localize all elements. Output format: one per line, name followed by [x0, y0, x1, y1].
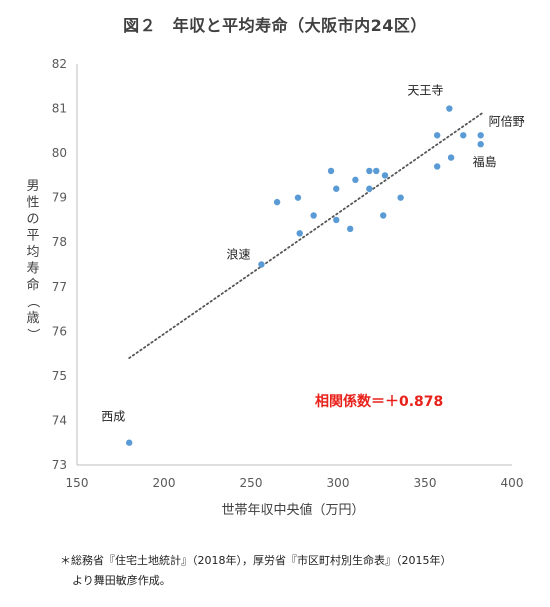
y-tick-label: 78 — [52, 235, 67, 249]
y-axis-label-char: 均 — [26, 245, 39, 260]
data-point — [366, 185, 373, 192]
y-tick-label: 77 — [52, 280, 67, 294]
y-tick-label: 80 — [52, 146, 67, 160]
data-point — [397, 194, 404, 201]
data-point — [327, 167, 335, 175]
footnote-author: より舞田敏彦作成。 — [72, 574, 171, 587]
data-point — [310, 212, 317, 219]
trendline — [128, 112, 484, 359]
y-axis-label-char: （ — [25, 295, 40, 308]
x-tick-label: 400 — [501, 476, 524, 490]
data-point — [381, 172, 389, 179]
data-point — [447, 154, 455, 161]
y-tick-label: 73 — [52, 458, 67, 472]
point-label: 福島 — [473, 154, 497, 169]
data-point — [433, 163, 441, 170]
data-point — [380, 212, 387, 219]
data-point — [373, 167, 380, 175]
trendline-layer — [128, 112, 484, 359]
point-label: 浪速 — [226, 247, 250, 262]
data-points — [126, 105, 484, 446]
y-tick-label: 76 — [52, 324, 67, 338]
tick-labels: 73 74 75 76 77 78 79 80 81 82 150 200 250 300 350 400 — [52, 57, 524, 490]
data-point — [346, 225, 354, 233]
data-point — [333, 216, 340, 224]
data-point — [352, 176, 359, 184]
y-tick-label: 81 — [52, 102, 67, 116]
data-point — [366, 167, 373, 175]
y-axis-label-char: ） — [25, 328, 40, 341]
data-point — [446, 105, 453, 112]
data-point — [477, 141, 484, 148]
footnote-source: ＊総務省『住宅土地統計』（2018年），厚労省『市区町村別生命表』（2015年） — [60, 554, 452, 567]
point-label: 天王寺 — [407, 84, 443, 98]
chart-title: 図２ 年収と平均寿命（大阪市内24区） — [123, 16, 427, 35]
y-axis-label-char: 男 — [26, 179, 39, 194]
data-point — [477, 132, 484, 139]
y-axis-label-char: 歳 — [26, 311, 39, 326]
x-tick-label: 300 — [327, 476, 350, 490]
y-tick-label: 74 — [52, 413, 67, 427]
y-axis-label-char: の — [26, 212, 39, 227]
y-axis-label-char: 性 — [26, 196, 39, 211]
x-tick-label: 350 — [414, 476, 437, 490]
x-axis-label: 世帯年収中央値（万円） — [221, 502, 364, 518]
data-point — [333, 185, 340, 192]
data-point — [273, 198, 281, 206]
data-point — [258, 261, 265, 268]
y-axis-label-char: 命 — [26, 277, 39, 293]
y-axis-label-char: 平 — [26, 229, 39, 244]
y-tick-label: 79 — [52, 191, 67, 205]
data-point — [296, 230, 303, 237]
data-point — [126, 439, 133, 446]
x-tick-label: 150 — [66, 476, 89, 490]
y-tick-label: 75 — [52, 369, 67, 383]
data-point — [460, 132, 467, 139]
data-point — [433, 132, 441, 139]
x-tick-label: 250 — [240, 476, 263, 490]
correlation-annotation: 相関係数＝＋0.878 — [315, 393, 443, 410]
x-tick-label: 200 — [153, 476, 176, 490]
point-label: 西成 — [101, 410, 125, 424]
data-point — [294, 194, 302, 201]
chart-axes — [76, 64, 512, 466]
y-axis-label-char: 寿 — [26, 262, 39, 277]
y-tick-label: 82 — [52, 57, 67, 71]
point-label: 阿倍野 — [489, 113, 525, 128]
